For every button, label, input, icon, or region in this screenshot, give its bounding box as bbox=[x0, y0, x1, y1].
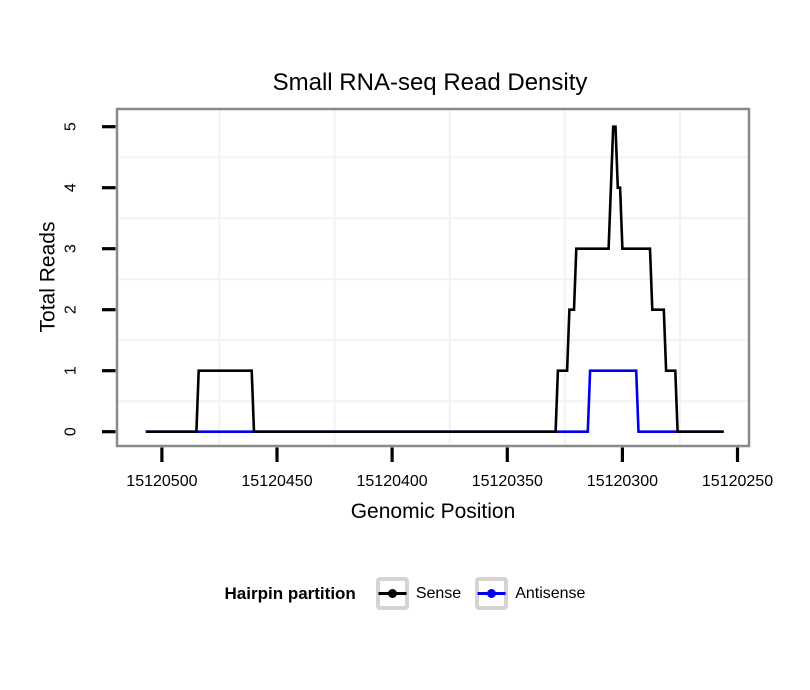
legend-title: Hairpin partition bbox=[224, 583, 356, 603]
gridlines bbox=[118, 110, 748, 445]
y-axis-label: Total Reads bbox=[37, 222, 60, 333]
x-axis-label: Genomic Position bbox=[351, 500, 516, 523]
y-tick-label: 2 bbox=[63, 305, 80, 314]
legend-entry-antisense: Antisense bbox=[475, 577, 585, 610]
y-tick-label: 0 bbox=[63, 427, 80, 436]
x-tick-label: 15120500 bbox=[126, 473, 197, 490]
y-axis-ticks: 0 1 2 3 4 5 bbox=[63, 122, 116, 436]
legend-key-dot bbox=[387, 589, 397, 598]
x-tick-label: 15120250 bbox=[702, 473, 773, 490]
x-tick-label: 15120450 bbox=[241, 473, 312, 490]
legend-label-antisense: Antisense bbox=[515, 584, 586, 602]
x-tick-label: 15120300 bbox=[587, 473, 658, 490]
sense-line-key-icon bbox=[375, 577, 409, 610]
series-lines bbox=[145, 125, 724, 433]
x-axis-ticks: 15120500 15120450 15120400 15120350 15120300… bbox=[126, 447, 773, 490]
x-tick-label: 15120350 bbox=[472, 473, 543, 490]
x-tick-label: 15120400 bbox=[357, 473, 428, 490]
legend-label-sense: Sense bbox=[415, 584, 462, 602]
y-tick-label: 1 bbox=[63, 366, 80, 375]
series-line-sense bbox=[145, 125, 724, 433]
y-tick-label: 5 bbox=[63, 122, 80, 131]
legend: Hairpin partition Sense Antisense bbox=[0, 577, 810, 610]
legend-entry-sense: Sense bbox=[375, 577, 462, 610]
chart-title: Small RNA-seq Read Density bbox=[273, 69, 588, 96]
y-tick-label: 3 bbox=[63, 244, 80, 253]
legend-key-dot bbox=[487, 589, 497, 598]
y-tick-label: 4 bbox=[63, 183, 80, 192]
chart-canvas: 15120500 15120450 15120400 15120350 15120300… bbox=[37, 69, 774, 523]
antisense-line-key-icon bbox=[475, 577, 509, 610]
plot-frame bbox=[115, 107, 751, 448]
